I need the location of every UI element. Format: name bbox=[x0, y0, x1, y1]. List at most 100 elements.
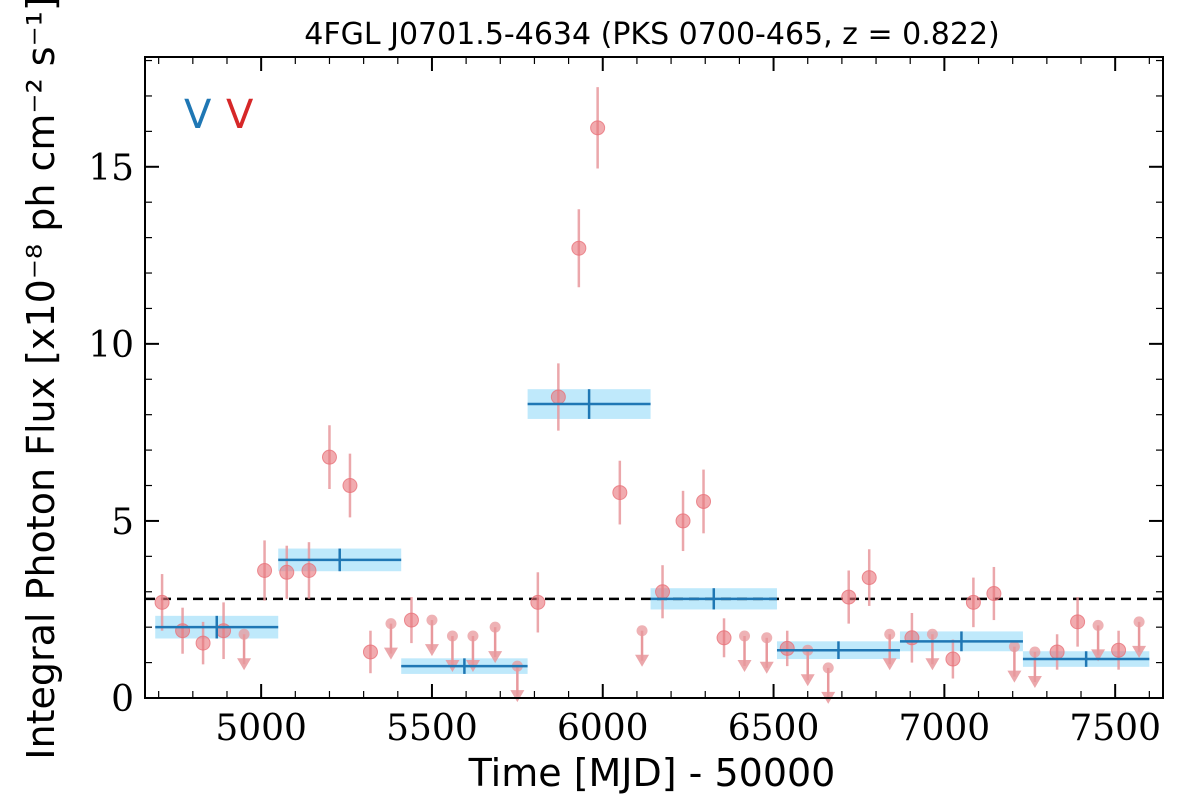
upper-limit-8 bbox=[737, 630, 752, 673]
upper-limit-arrow bbox=[1027, 675, 1042, 688]
plot-frame bbox=[144, 56, 1164, 699]
flux-point-marker bbox=[1049, 644, 1065, 660]
flux-point-marker bbox=[1111, 642, 1127, 658]
flux-point-12 bbox=[550, 363, 566, 431]
flux-point-marker bbox=[1070, 614, 1086, 630]
upper-limit-arrow bbox=[424, 644, 439, 657]
flux-point-17 bbox=[675, 490, 691, 552]
chart-title: 4FGL J0701.5-4634 (PKS 0700-465, z = 0.8… bbox=[304, 17, 999, 52]
flux-point-marker bbox=[945, 651, 961, 667]
upper-limit-arrow bbox=[237, 658, 252, 671]
flux-point-marker bbox=[965, 594, 981, 610]
flux-point-marker bbox=[675, 513, 691, 529]
flux-point-15 bbox=[612, 460, 628, 525]
upper-limit-14 bbox=[1007, 641, 1022, 683]
flux-point-marker bbox=[696, 493, 712, 509]
upper-limit-arrow bbox=[800, 674, 815, 687]
block-3 bbox=[527, 389, 651, 419]
annotations: V V bbox=[184, 92, 254, 138]
flux-point-marker bbox=[716, 630, 732, 646]
x-tick-label: 7000 bbox=[899, 708, 991, 749]
block-4 bbox=[650, 588, 777, 610]
flux-point-19 bbox=[716, 618, 732, 658]
flux-point-marker bbox=[321, 449, 337, 465]
flux-point-6 bbox=[301, 542, 317, 599]
flux-point-14 bbox=[590, 87, 606, 169]
flux-point-10 bbox=[403, 597, 419, 644]
flux-point-16 bbox=[655, 565, 671, 619]
upper-limit-13 bbox=[925, 628, 940, 671]
flux-point-marker bbox=[195, 635, 211, 651]
upper-limit-2 bbox=[424, 614, 439, 657]
block-1 bbox=[278, 548, 402, 572]
flux-point-marker bbox=[403, 612, 419, 628]
flux-point-20 bbox=[779, 630, 795, 667]
block-7 bbox=[1022, 651, 1150, 667]
flux-point-1 bbox=[175, 607, 191, 654]
flux-point-marker bbox=[590, 120, 606, 136]
flux-point-marker bbox=[841, 589, 857, 605]
x-tick-label: 6500 bbox=[728, 708, 820, 749]
y-axis-label: Integral Photon Flux [x10⁻⁸ ph cm⁻² s⁻¹] bbox=[19, 0, 63, 760]
upper-limit-17 bbox=[1132, 616, 1147, 658]
bayesian-blocks bbox=[155, 389, 1150, 674]
upper-limit-0 bbox=[237, 628, 252, 671]
flux-point-marker bbox=[655, 584, 671, 600]
upper-limit-arrow bbox=[488, 651, 503, 664]
flux-point-marker bbox=[362, 644, 378, 660]
block-2 bbox=[401, 658, 528, 674]
upper-limit-arrow bbox=[737, 660, 752, 673]
upper-limit-6 bbox=[510, 660, 525, 703]
upper-limit-15 bbox=[1027, 646, 1042, 688]
flux-point-8 bbox=[342, 453, 358, 518]
flux-point-marker bbox=[342, 478, 358, 494]
flux-point-22 bbox=[861, 549, 877, 606]
flux-point-marker bbox=[986, 586, 1002, 602]
flux-point-28 bbox=[1070, 597, 1086, 647]
y-tick-label: 0 bbox=[111, 679, 134, 720]
upper-limit-5 bbox=[488, 621, 503, 664]
x-tick-label: 7500 bbox=[1069, 708, 1161, 749]
flux-point-0 bbox=[154, 574, 170, 631]
flux-points bbox=[154, 87, 1127, 679]
v-annotation-blue: V bbox=[184, 92, 212, 138]
y-tick-label: 10 bbox=[88, 325, 134, 366]
flux-point-13 bbox=[571, 209, 587, 288]
flux-point-marker bbox=[904, 630, 920, 646]
flux-point-11 bbox=[530, 572, 546, 633]
y-tick-label: 5 bbox=[111, 502, 134, 543]
upper-limit-arrow bbox=[510, 690, 525, 703]
block-bands bbox=[155, 389, 1150, 674]
flux-point-marker bbox=[530, 594, 546, 610]
upper-limit-arrow bbox=[882, 658, 897, 671]
x-tick-label: 5500 bbox=[386, 708, 478, 749]
flux-point-marker bbox=[175, 623, 191, 639]
flux-point-marker bbox=[301, 563, 317, 579]
x-axis-label: Time [MJD] - 50000 bbox=[468, 751, 836, 795]
flux-point-marker bbox=[612, 485, 628, 501]
flux-point-marker bbox=[571, 240, 587, 256]
upper-limits bbox=[237, 614, 1147, 704]
upper-limit-arrow bbox=[925, 658, 940, 671]
block-0 bbox=[155, 615, 279, 639]
upper-limit-7 bbox=[635, 625, 650, 667]
upper-limit-arrow bbox=[635, 654, 650, 667]
flux-point-26 bbox=[986, 566, 1002, 621]
upper-limit-arrow bbox=[1007, 670, 1022, 683]
flux-point-4 bbox=[257, 540, 273, 601]
block-6 bbox=[899, 631, 1023, 652]
flux-point-marker bbox=[279, 564, 295, 580]
flux-point-29 bbox=[1111, 630, 1127, 670]
upper-limit-10 bbox=[800, 644, 815, 687]
flux-point-5 bbox=[279, 545, 295, 599]
v-annotation-red: V bbox=[226, 92, 254, 138]
flux-point-7 bbox=[321, 425, 337, 490]
y-axis: 0 5 10 15 bbox=[88, 59, 1163, 720]
flux-point-marker bbox=[779, 640, 795, 656]
flux-point-21 bbox=[841, 570, 857, 624]
block-5 bbox=[776, 641, 900, 660]
x-axis: 5000 5500 6000 6500 7000 7500 bbox=[158, 57, 1161, 749]
flux-point-24 bbox=[945, 639, 961, 679]
flux-point-marker bbox=[550, 389, 566, 405]
flux-point-9 bbox=[362, 630, 378, 674]
